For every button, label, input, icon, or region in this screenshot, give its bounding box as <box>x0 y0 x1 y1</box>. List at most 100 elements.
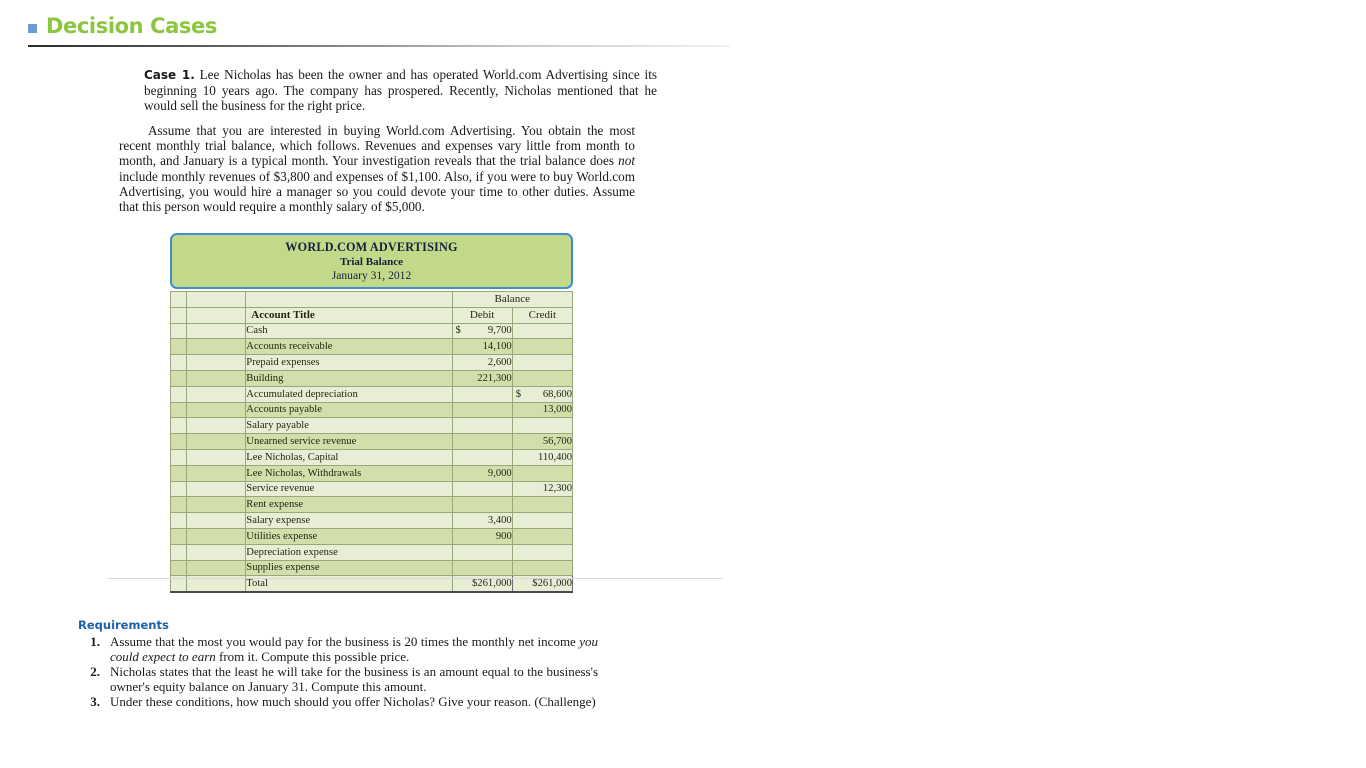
requirement-number: 3. <box>90 694 100 710</box>
spacer-cell-c <box>245 291 453 308</box>
spacer-cell-b <box>186 291 247 308</box>
case-paragraph-2-part-a: Assume that you are interested in buying… <box>119 123 635 169</box>
requirement-item: 3. Under these conditions, how much shoul… <box>78 695 598 710</box>
requirements-list: 1. Assume that the most you would pay for… <box>78 634 598 710</box>
cell-debit <box>451 559 513 577</box>
cell-credit <box>511 369 574 387</box>
row-spacer-b <box>186 322 247 340</box>
cell-account-title: Utilities expense <box>245 527 453 545</box>
cell-debit <box>451 433 513 450</box>
table-row: Unearned service revenue 56,700 <box>169 433 574 450</box>
table-header-row: Account Title Debit Credit <box>169 306 574 324</box>
row-spacer-b <box>186 448 247 466</box>
column-header-debit: Debit <box>451 306 513 324</box>
column-header-credit: Credit <box>511 306 574 324</box>
requirement-item: 2. Nicholas states that the least he will… <box>78 664 598 694</box>
row-spacer-a <box>169 354 188 371</box>
table-row: Building 221,300 <box>169 369 574 387</box>
currency-symbol: $ <box>455 325 461 337</box>
row-spacer-b <box>186 401 247 419</box>
cell-account-title: Supplies expense <box>245 559 453 577</box>
row-spacer-b <box>186 338 247 356</box>
row-spacer-b <box>186 464 247 482</box>
table-row: Salary payable <box>169 417 574 435</box>
cell-credit <box>511 512 574 529</box>
cell-total-debit: $261,000 <box>451 575 513 594</box>
case-paragraph-2: Assume that you are interested in buying… <box>119 123 635 214</box>
cell-account-title: Salary expense <box>245 512 453 529</box>
row-spacer-b <box>186 385 247 403</box>
row-spacer-a <box>169 527 188 545</box>
row-spacer-a <box>169 369 188 387</box>
trial-balance-statement: Trial Balance <box>339 255 404 268</box>
cell-credit <box>511 543 574 561</box>
cell-credit <box>511 338 574 356</box>
cell-credit <box>511 527 574 545</box>
column-header-account-title: Account Title <box>245 306 453 324</box>
row-spacer-b <box>186 559 247 577</box>
cell-account-title: Depreciation expense <box>245 543 453 561</box>
total-spacer-a <box>169 575 188 594</box>
cell-debit <box>451 417 513 435</box>
table-row: Lee Nicholas, Capital 110,400 <box>169 448 574 466</box>
cell-credit <box>511 559 574 577</box>
row-spacer-a <box>169 480 188 498</box>
trial-balance-heading-box: WORLD.COM ADVERTISING Trial Balance Janu… <box>170 233 573 289</box>
table-total-row: Total $261,000 $261,000 <box>169 575 574 594</box>
cell-account-title: Accounts payable <box>245 401 453 419</box>
cell-account-title: Lee Nicholas, Withdrawals <box>245 464 453 482</box>
requirement-text: Nicholas states that the least he will t… <box>110 664 598 694</box>
cell-account-title: Salary payable <box>245 417 453 435</box>
case-paragraph-2-part-b: include monthly revenues of $3,800 and e… <box>119 168 635 214</box>
row-spacer-b <box>186 527 247 545</box>
row-spacer-a <box>169 385 188 403</box>
requirement-text: Under these conditions, how much should … <box>110 694 596 710</box>
cell-debit: 14,100 <box>451 338 513 356</box>
cell-credit: $68,600 <box>511 385 574 403</box>
square-bullet-icon <box>28 23 37 33</box>
cell-debit <box>451 448 513 466</box>
cell-credit <box>511 417 574 435</box>
table-row: Accounts payable 13,000 <box>169 401 574 419</box>
case-label: Case 1. <box>144 68 195 82</box>
cell-debit: 900 <box>451 527 513 545</box>
column-group-balance: Balance <box>451 291 573 308</box>
page-title: Decision Cases <box>46 14 217 38</box>
cell-credit: 12,300 <box>511 480 574 498</box>
table-row: Utilities expense 900 <box>169 527 574 545</box>
table-row: Service revenue 12,300 <box>169 480 574 498</box>
figure-divider <box>108 578 723 579</box>
row-spacer-b <box>186 496 247 514</box>
row-spacer-a <box>169 322 188 340</box>
requirement-number: 2. <box>90 664 100 680</box>
requirements-title: Requirements <box>78 618 169 632</box>
cell-account-title: Lee Nicholas, Capital <box>245 448 453 466</box>
cell-account-title: Accumulated depreciation <box>245 385 453 403</box>
cell-debit: 221,300 <box>451 369 513 387</box>
row-spacer-a <box>169 448 188 466</box>
cell-total-credit: $261,000 <box>511 575 574 594</box>
table-row: Supplies expense <box>169 559 574 577</box>
row-spacer-b <box>186 369 247 387</box>
case-body: Case 1. Lee Nicholas has been the owner … <box>119 67 657 214</box>
row-spacer-b <box>186 417 247 435</box>
currency-symbol: $ <box>515 388 522 400</box>
row-spacer-a <box>169 464 188 482</box>
section-header: Decision Cases <box>28 14 217 38</box>
cell-debit <box>451 385 513 403</box>
cell-account-title: Service revenue <box>245 480 453 498</box>
cell-debit: 3,400 <box>451 512 513 529</box>
trial-balance-table: Balance Account Title Debit Credit Cash $… <box>169 291 574 594</box>
row-spacer-b <box>186 354 247 371</box>
cell-credit <box>511 464 574 482</box>
case-paragraph-1-text: Lee Nicholas has been the owner and has … <box>144 67 658 114</box>
cell-account-title: Rent expense <box>245 496 453 514</box>
case-paragraph-2-emphasis: not <box>618 153 635 169</box>
case-paragraph-1: Case 1. Lee Nicholas has been the owner … <box>144 67 657 113</box>
cell-credit <box>511 496 574 514</box>
cell-debit <box>451 480 513 498</box>
table-row: Lee Nicholas, Withdrawals 9,000 <box>169 464 574 482</box>
row-spacer-a <box>169 543 188 561</box>
cell-account-title: Prepaid expenses <box>245 354 453 371</box>
trial-balance-company: WORLD.COM ADVERTISING <box>285 240 458 255</box>
